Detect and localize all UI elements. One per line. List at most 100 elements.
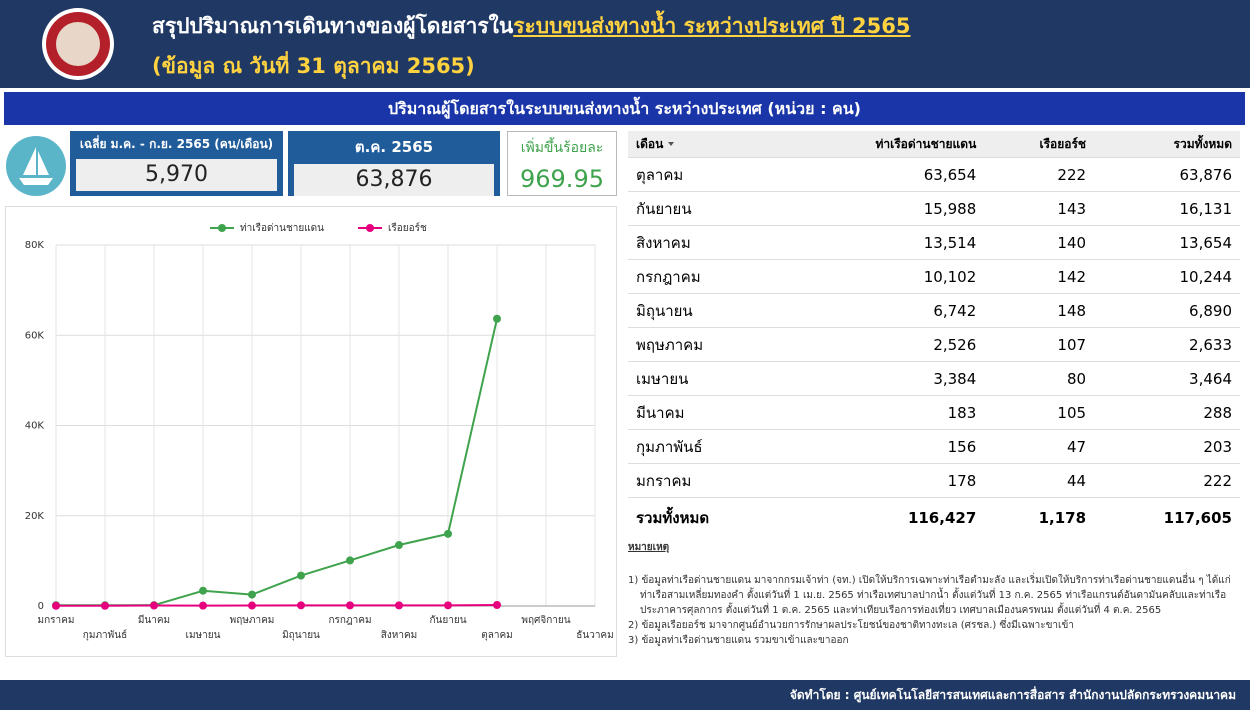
notes-title: หมายเหตุ bbox=[628, 542, 670, 553]
cell: 44 bbox=[984, 463, 1095, 498]
data-point bbox=[444, 529, 452, 538]
cell: 3,384 bbox=[782, 361, 985, 396]
cell: 2,633 bbox=[1094, 327, 1240, 362]
table-row: กันยายน 15,988 143 16,131 bbox=[628, 191, 1240, 226]
kpi-value: 969.95 bbox=[520, 165, 604, 193]
cell: 63,654 bbox=[782, 157, 985, 192]
table-row: มีนาคม 183 105 288 bbox=[628, 395, 1240, 430]
series-line bbox=[55, 318, 498, 607]
series-line bbox=[55, 603, 498, 607]
cell: 10,102 bbox=[782, 259, 985, 294]
sort-icon bbox=[668, 141, 675, 146]
y-tick-label: 0 bbox=[38, 601, 44, 612]
y-tick-label: 40K bbox=[25, 421, 45, 432]
cell: สิงหาคม bbox=[628, 225, 783, 260]
cell: 105 bbox=[984, 395, 1095, 430]
cell: 2,526 bbox=[782, 327, 985, 362]
x-tick-label: พฤษภาคม bbox=[230, 615, 275, 626]
cell: 107 bbox=[984, 327, 1095, 362]
legend-dot bbox=[218, 224, 226, 232]
x-tick-label: พฤศจิกายน bbox=[521, 615, 570, 626]
data-point bbox=[444, 601, 452, 610]
table-row: ตุลาคม 63,654 222 63,876 bbox=[628, 157, 1240, 192]
data-point bbox=[248, 590, 256, 599]
data-point bbox=[150, 601, 158, 610]
cell: 140 bbox=[984, 225, 1095, 260]
kpi-card: เพิ่มขึ้นร้อยละ 969.95 bbox=[507, 131, 617, 196]
total-cell: 1,178 bbox=[984, 497, 1095, 538]
cell: 6,890 bbox=[1094, 293, 1240, 328]
table-row: กรกฎาคม 10,102 142 10,244 bbox=[628, 259, 1240, 294]
data-point bbox=[395, 601, 403, 610]
cell: 13,514 bbox=[782, 225, 985, 260]
cell: 6,742 bbox=[782, 293, 985, 328]
header-text: รวมทั้งหมด bbox=[1173, 136, 1232, 151]
cell: 13,654 bbox=[1094, 225, 1240, 260]
x-tick-label: มีนาคม bbox=[138, 614, 170, 626]
data-point bbox=[199, 601, 207, 610]
x-tick-label: มิถุนายน bbox=[282, 630, 320, 641]
notes: หมายเหตุ 1) ข้อมูลท่าเรือด่านชายแดน มาจาก… bbox=[628, 540, 1243, 648]
table-row: มิถุนายน 6,742 148 6,890 bbox=[628, 293, 1240, 328]
title: สรุปปริมาณการเดินทางของผู้โดยสารในระบบขน… bbox=[152, 10, 910, 43]
cell: มกราคม bbox=[628, 463, 783, 498]
data-point bbox=[346, 601, 354, 610]
cell: 80 bbox=[984, 361, 1095, 396]
data-point bbox=[493, 314, 501, 323]
column-header: เรือยอร์ช bbox=[984, 131, 1095, 158]
legend-label: ท่าเรือด่านชายแดน bbox=[240, 222, 324, 234]
cell: 47 bbox=[984, 429, 1095, 464]
banner: ปริมาณผู้โดยสารในระบบขนส่งทางน้ำ ระหว่าง… bbox=[4, 92, 1245, 125]
data-point bbox=[101, 601, 109, 610]
cell: กันยายน bbox=[628, 191, 783, 226]
total-cell: รวมทั้งหมด bbox=[628, 497, 783, 538]
kpi-label: เฉลี่ย ม.ค. - ก.ย. 2565 (คน/เดือน) bbox=[79, 137, 274, 151]
table-row: เมษายน 3,384 80 3,464 bbox=[628, 361, 1240, 396]
total-cell: 116,427 bbox=[782, 497, 985, 538]
header-text: เรือยอร์ช bbox=[1039, 136, 1087, 151]
header-row: เดือน ท่าเรือด่านชายแดน เรือยอร์ช รวมทั้งหม… bbox=[628, 131, 1240, 158]
data-point bbox=[346, 556, 354, 565]
boat-icon bbox=[6, 136, 66, 196]
cell: 222 bbox=[1094, 463, 1240, 498]
sort-arrow bbox=[668, 141, 675, 146]
table-row: มกราคม 178 44 222 bbox=[628, 463, 1240, 498]
title-prefix: สรุปปริมาณการเดินทางของผู้โดยสารใน bbox=[152, 14, 514, 38]
note-item: 2) ข้อมูลเรือยอร์ช มาจากศูนย์อำนวยการรัก… bbox=[628, 620, 1074, 631]
data-point bbox=[297, 601, 305, 610]
kpi-value: 63,876 bbox=[294, 164, 494, 196]
x-tick-label: สิงหาคม bbox=[381, 630, 417, 641]
kpi-card: เฉลี่ย ม.ค. - ก.ย. 2565 (คน/เดือน) 5,970 bbox=[70, 131, 283, 196]
column-header: ท่าเรือด่านชายแดน bbox=[782, 131, 985, 158]
cell: ตุลาคม bbox=[628, 157, 783, 192]
x-tick-label: มกราคม bbox=[38, 615, 75, 626]
cell: 203 bbox=[1094, 429, 1240, 464]
data-point bbox=[248, 601, 256, 610]
y-tick-label: 20K bbox=[25, 511, 45, 522]
cell: พฤษภาคม bbox=[628, 327, 783, 362]
footer: จัดทำโดย : ศูนย์เทคโนโลยีสารสนเทศและการส… bbox=[0, 680, 1250, 710]
cell: 156 bbox=[782, 429, 985, 464]
legend-dot bbox=[366, 224, 374, 232]
kpi-value: 5,970 bbox=[76, 159, 277, 191]
y-tick-label: 60K bbox=[25, 330, 45, 341]
x-tick-label: ตุลาคม bbox=[481, 630, 513, 641]
x-tick-label: กันยายน bbox=[429, 615, 466, 626]
data-point bbox=[52, 601, 60, 610]
header: สรุปปริมาณการเดินทางของผู้โดยสารในระบบขน… bbox=[0, 0, 1250, 88]
header-text: เดือน bbox=[636, 136, 664, 151]
x-tick-label: กรกฎาคม bbox=[328, 615, 371, 626]
cell: เมษายน bbox=[628, 361, 783, 396]
title-highlight: ระบบขนส่งทางน้ำ ระหว่างประเทศ ปี 2565 bbox=[513, 14, 911, 38]
note-item: 1) ข้อมูลท่าเรือด่านชายแดน มาจากกรมเจ้าท… bbox=[628, 575, 1231, 616]
data-point bbox=[199, 586, 207, 595]
cell: 142 bbox=[984, 259, 1095, 294]
chart-panel bbox=[5, 206, 617, 657]
header-text: ท่าเรือด่านชายแดน bbox=[875, 136, 977, 151]
data-point bbox=[297, 571, 305, 580]
x-tick-label: กุมภาพันธ์ bbox=[83, 629, 127, 641]
cell: 183 bbox=[782, 395, 985, 430]
cell: 288 bbox=[1094, 395, 1240, 430]
